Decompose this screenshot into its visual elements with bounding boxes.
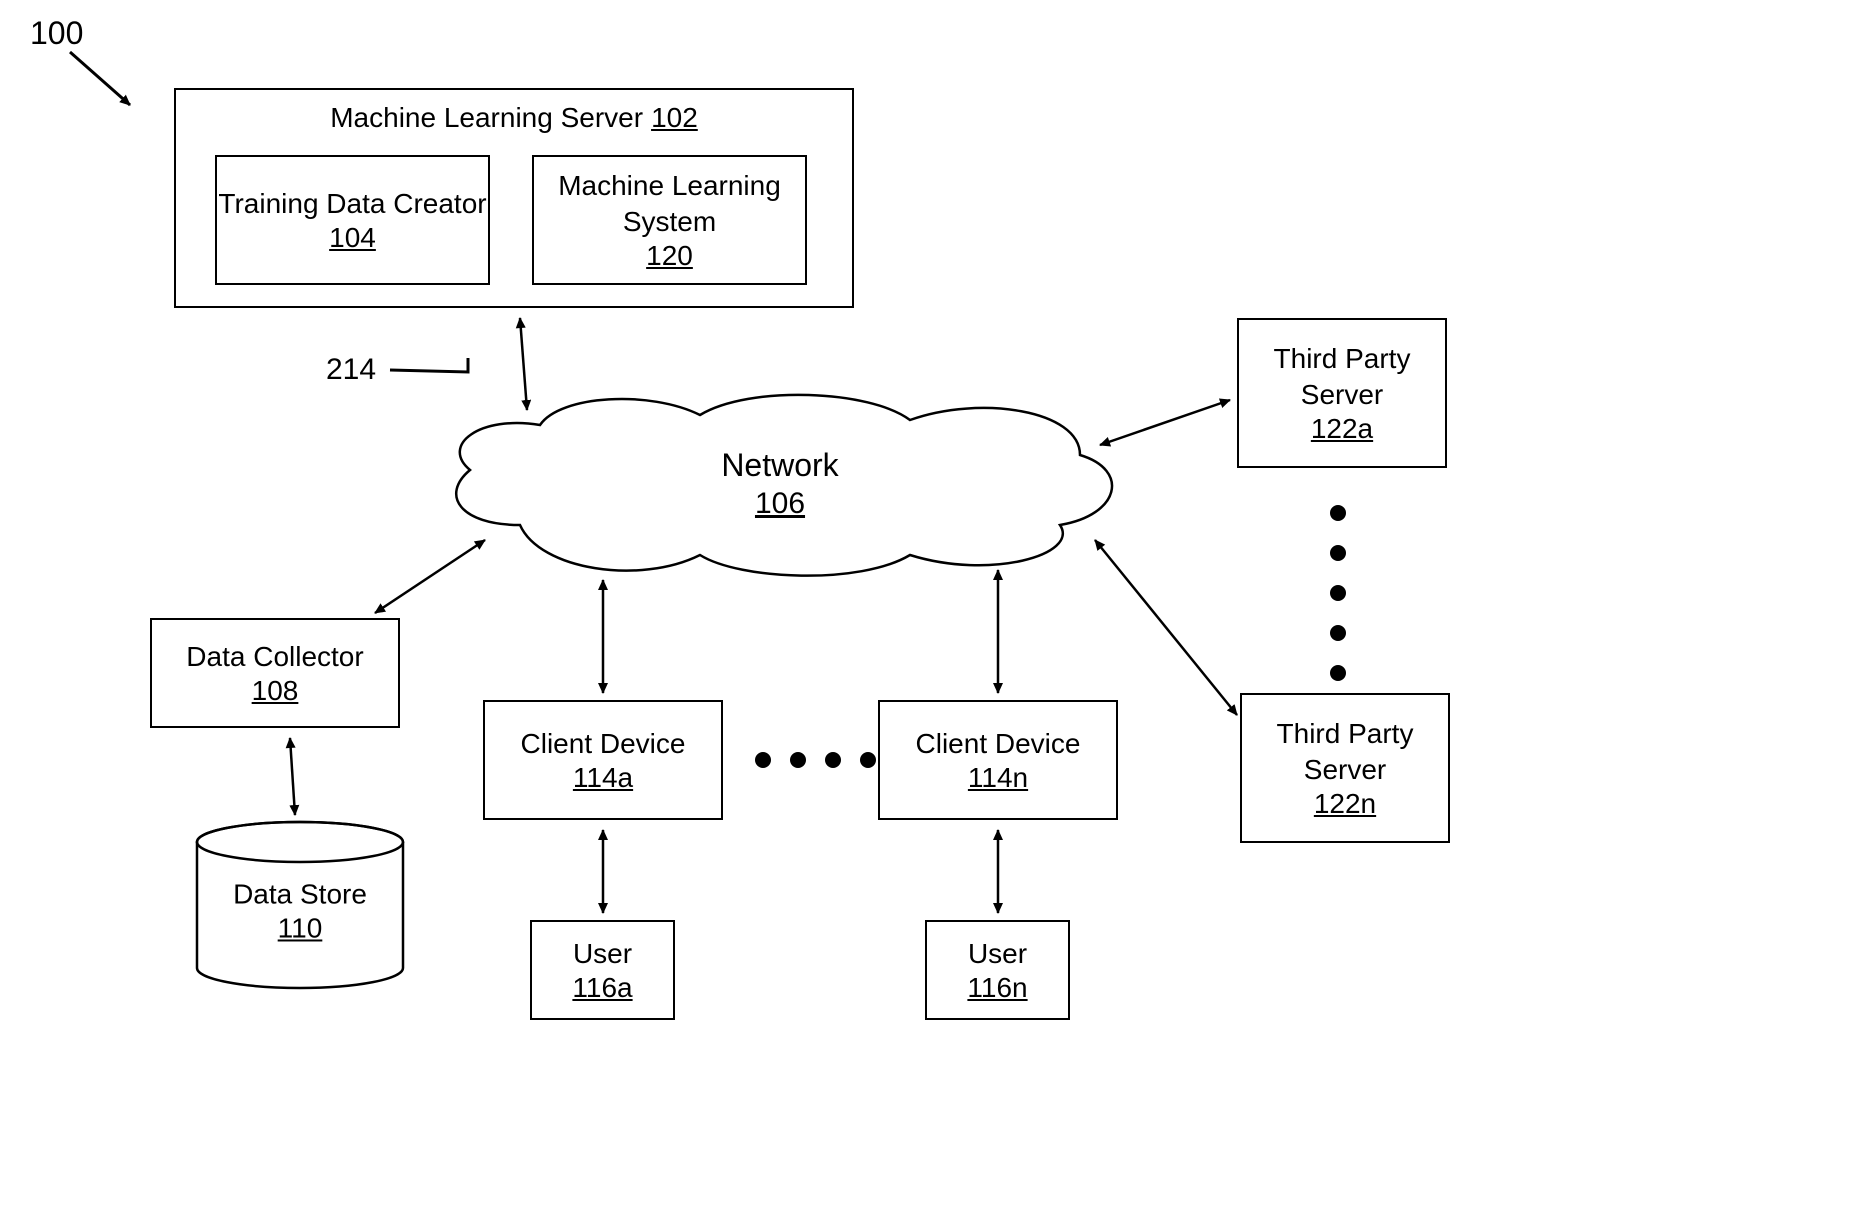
ellipsis-dot-icon (790, 752, 806, 768)
user-a-box: User 116a (530, 920, 675, 1020)
figure-ref-label: 100 (30, 15, 83, 52)
training-creator-title: Training Data Creator (218, 186, 486, 222)
data-collector-box: Data Collector 108 (150, 618, 400, 728)
user-a-title: User (573, 936, 632, 972)
tp-server-n-box: Third Party Server 122n (1240, 693, 1450, 843)
user-n-ref: 116n (967, 972, 1027, 1004)
tp-a-title: Third Party Server (1239, 341, 1445, 414)
figure-ref-text: 100 (30, 15, 83, 51)
ml-server-title: Machine Learning Server (330, 100, 643, 136)
client-a-title: Client Device (521, 726, 686, 762)
ml-system-ref: 120 (646, 240, 693, 272)
user-n-title: User (968, 936, 1027, 972)
client-device-n-box: Client Device 114n (878, 700, 1118, 820)
ellipsis-dot-icon (825, 752, 841, 768)
callout-214-text: 214 (326, 353, 376, 386)
network-cloud: Network 106 (420, 385, 1140, 585)
ellipsis-dot-icon (860, 752, 876, 768)
data-store-title: Data Store (233, 878, 367, 909)
data-collector-title: Data Collector (186, 639, 363, 675)
tp-n-ref: 122n (1314, 788, 1376, 820)
user-n-box: User 116n (925, 920, 1070, 1020)
ml-system-title: Machine Learning System (534, 168, 805, 241)
callout-214: 214 (326, 353, 376, 387)
tp-a-ref: 122a (1311, 413, 1373, 445)
ellipsis-dot-icon (1330, 585, 1346, 601)
client-n-ref: 114n (968, 762, 1028, 794)
data-collector-ref: 108 (252, 675, 299, 707)
data-store-cylinder: Data Store 110 (195, 820, 405, 990)
client-device-a-box: Client Device 114a (483, 700, 723, 820)
ellipsis-dot-icon (1330, 545, 1346, 561)
training-creator-box: Training Data Creator 104 (215, 155, 490, 285)
network-title: Network (721, 447, 838, 483)
training-creator-ref: 104 (329, 222, 376, 254)
ellipsis-dot-icon (755, 752, 771, 768)
user-a-ref: 116a (572, 972, 632, 1004)
client-n-title: Client Device (916, 726, 1081, 762)
client-a-ref: 114a (573, 762, 633, 794)
tp-server-a-box: Third Party Server 122a (1237, 318, 1447, 468)
ml-server-ref: 102 (651, 102, 698, 134)
ellipsis-dot-icon (1330, 665, 1346, 681)
data-store-ref: 110 (278, 912, 323, 943)
tp-n-title: Third Party Server (1242, 716, 1448, 789)
ellipsis-dot-icon (1330, 625, 1346, 641)
network-ref: 106 (755, 487, 805, 520)
ellipsis-dot-icon (1330, 505, 1346, 521)
ml-system-box: Machine Learning System 120 (532, 155, 807, 285)
